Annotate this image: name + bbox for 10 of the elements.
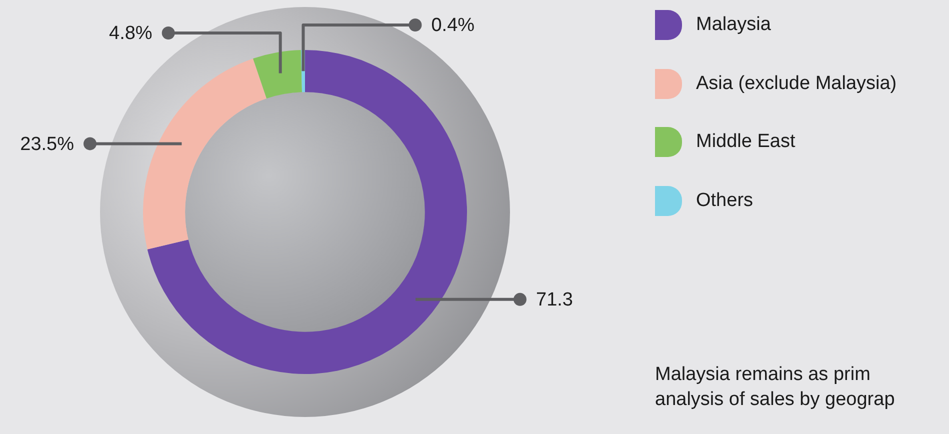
text: analysis of sales by geograp <box>655 389 895 411</box>
data-label: 71.3 <box>536 290 573 311</box>
legend-label: Malaysia <box>696 14 771 36</box>
legend-label: Middle East <box>696 131 796 153</box>
data-label: 4.8% <box>109 23 152 44</box>
legend-label: Asia (exclude Malaysia) <box>696 72 897 94</box>
data-label: 23.5% <box>20 134 74 155</box>
legend-label: Others <box>696 190 754 212</box>
text: Malaysia remains as prim <box>655 364 870 386</box>
data-label: 0.4% <box>431 15 475 36</box>
